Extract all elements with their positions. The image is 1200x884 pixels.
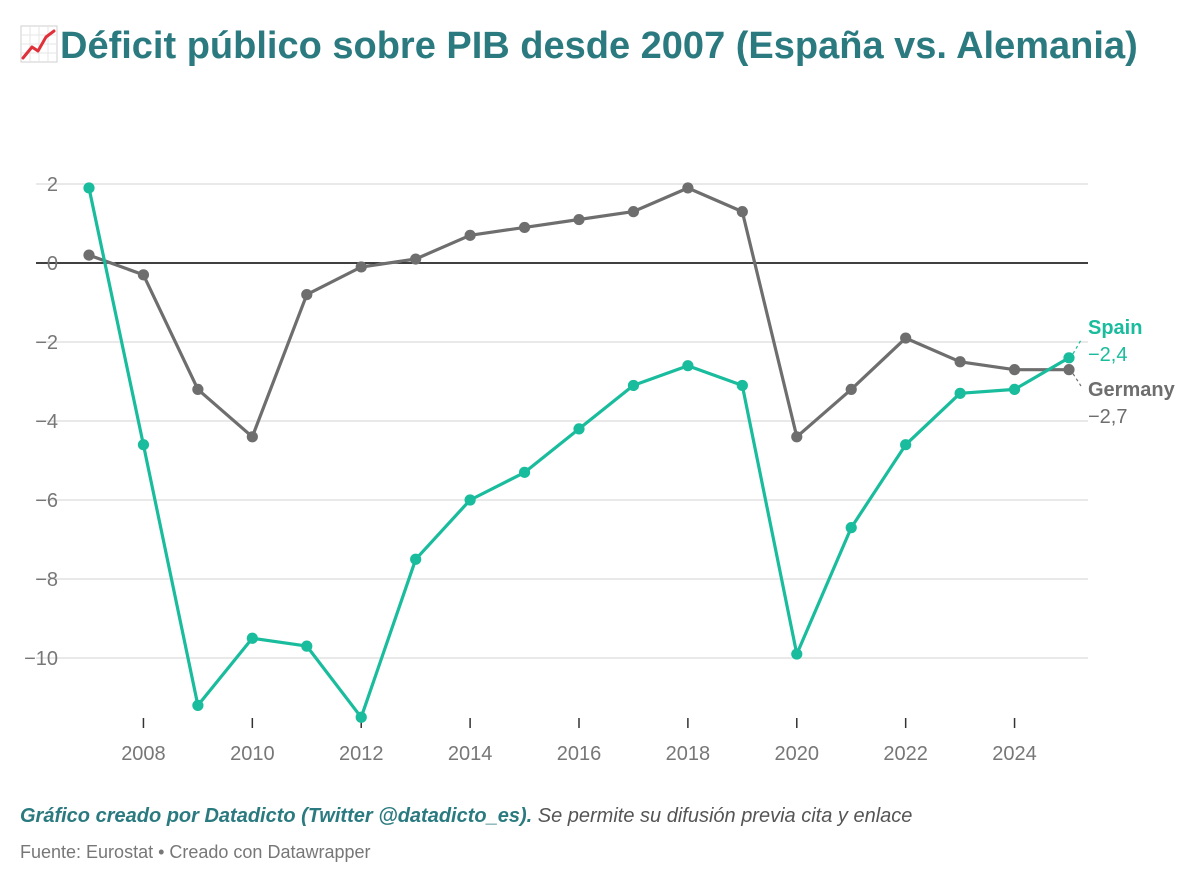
y-tick-label: 0 (47, 253, 58, 275)
y-tick-label: −2 (35, 332, 58, 354)
y-tick-label: −10 (24, 648, 58, 670)
data-point (83, 249, 95, 261)
source-footer: Fuente: Eurostat • Creado con Datawrappe… (20, 842, 371, 862)
data-point (1008, 383, 1021, 395)
x-axis: 2008 2010 2012 2014 2016 2018 2020 2022 2024 (121, 718, 1037, 765)
data-point (954, 356, 966, 368)
chart-title: Déficit público sobre PIB desde 2007 (Es… (20, 22, 1170, 70)
data-point (464, 229, 476, 241)
data-point (137, 269, 150, 281)
series-label-value: −2,7 (1088, 406, 1127, 428)
data-point (1063, 352, 1075, 364)
data-point (518, 221, 531, 234)
data-point (1063, 364, 1075, 376)
data-point (137, 439, 150, 451)
data-point (736, 379, 748, 392)
label-leader (1072, 339, 1082, 355)
credit-line: Gráfico creado por Datadicto (Twitter @d… (20, 805, 912, 828)
line-chart: 20−2−4−6−8−10 2008 2010 2012 2014 2016 2018 20… (24, 174, 1176, 765)
x-tick-label: 2008 (121, 743, 166, 765)
data-point (900, 332, 912, 344)
credit-author: Gráfico creado por Datadicto (Twitter @d… (20, 805, 533, 827)
data-point (246, 632, 258, 644)
series-line-germany (87, 186, 1071, 439)
data-point (83, 182, 95, 194)
x-tick-label: 2020 (775, 743, 820, 765)
data-point (301, 640, 313, 652)
y-tick-label: −8 (35, 569, 58, 591)
data-point (1008, 364, 1021, 376)
x-tick-label: 2022 (883, 743, 928, 765)
data-point (355, 711, 367, 723)
data-point (791, 648, 803, 660)
data-point (410, 553, 422, 565)
data-point (410, 253, 422, 265)
y-tick-label: −4 (35, 411, 58, 433)
data-point (682, 360, 694, 372)
chart-title-text: Déficit público sobre PIB desde 2007 (Es… (60, 25, 1138, 67)
series-spain (83, 182, 1075, 723)
data-point (301, 289, 313, 301)
label-leader (1072, 373, 1082, 387)
series-layer (83, 182, 1075, 723)
y-axis: 2 0 −2 −4 −6 −8 −10 (24, 174, 58, 670)
data-point (573, 423, 585, 435)
series-label-value: −2,4 (1088, 344, 1127, 366)
data-point (682, 182, 694, 194)
series-label-name: Germany (1088, 379, 1176, 401)
data-point (464, 494, 476, 506)
data-point (845, 383, 857, 395)
x-tick-label: 2018 (666, 743, 711, 765)
data-point (573, 213, 585, 226)
x-tick-label: 2012 (339, 743, 384, 765)
data-point (954, 387, 966, 399)
data-point (791, 431, 803, 443)
data-point (845, 522, 857, 534)
y-tick-label: 2 (47, 174, 58, 196)
data-point (192, 699, 204, 712)
y-tick-label: −6 (35, 490, 58, 512)
data-point (736, 206, 748, 218)
series-germany (83, 182, 1075, 443)
x-tick-label: 2024 (992, 743, 1037, 765)
x-tick-label: 2016 (557, 743, 602, 765)
series-line-spain (87, 186, 1071, 719)
x-tick-label: 2010 (230, 743, 275, 765)
data-point (900, 439, 912, 451)
data-point (518, 466, 531, 478)
data-point (192, 383, 204, 395)
data-point (627, 379, 640, 392)
chart-increasing-icon (20, 25, 58, 63)
credit-note: Se permite su difusión previa cita y enl… (537, 805, 913, 827)
series-label-name: Spain (1088, 317, 1142, 339)
data-point (246, 431, 258, 443)
end-labels: Spain −2,4 Germany −2,7 (1072, 317, 1176, 428)
x-tick-label: 2014 (448, 743, 493, 765)
data-point (355, 261, 367, 273)
data-point (627, 206, 640, 218)
